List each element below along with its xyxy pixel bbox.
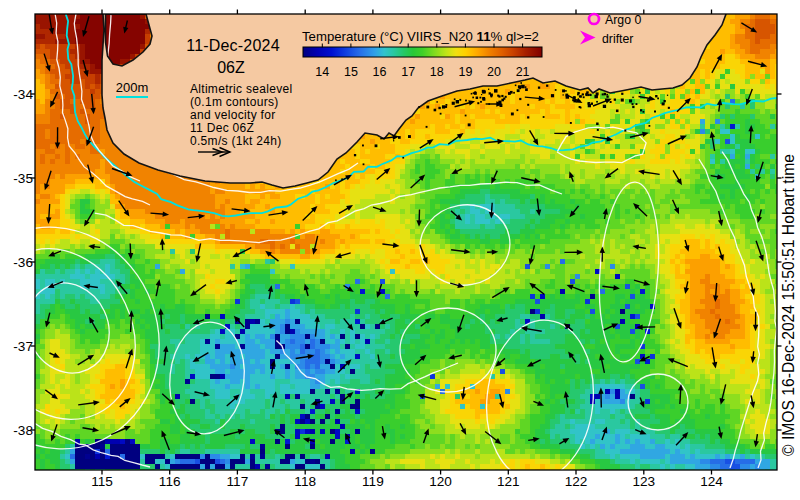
svg-text:122: 122 bbox=[565, 474, 588, 489]
svg-text:Altimetric sealevel: Altimetric sealevel bbox=[190, 82, 292, 96]
svg-text:118: 118 bbox=[294, 474, 316, 489]
svg-text:20: 20 bbox=[487, 65, 501, 79]
svg-text:© IMOS 16-Dec-2024 15:50:51 Ho: © IMOS 16-Dec-2024 15:50:51 Hobart time bbox=[780, 154, 797, 456]
svg-text:11 Dec 06Z: 11 Dec 06Z bbox=[190, 121, 254, 135]
svg-text:115: 115 bbox=[91, 474, 113, 489]
svg-text:and velocity for: and velocity for bbox=[190, 108, 276, 122]
svg-text:121: 121 bbox=[497, 474, 520, 489]
svg-text:06Z: 06Z bbox=[217, 59, 245, 76]
svg-text:Argo 0: Argo 0 bbox=[605, 13, 641, 27]
svg-text:11-Dec-2024: 11-Dec-2024 bbox=[186, 37, 280, 54]
svg-text:-38: -38 bbox=[13, 423, 33, 438]
svg-text:123: 123 bbox=[632, 474, 655, 489]
svg-text:21: 21 bbox=[516, 65, 530, 79]
svg-text:16: 16 bbox=[373, 65, 387, 79]
svg-text:15: 15 bbox=[344, 65, 358, 79]
svg-text:119: 119 bbox=[362, 474, 384, 489]
svg-text:18: 18 bbox=[430, 65, 444, 79]
svg-text:17: 17 bbox=[401, 65, 415, 79]
svg-text:0.5m/s (1kt 24h): 0.5m/s (1kt 24h) bbox=[190, 134, 282, 148]
svg-text:124: 124 bbox=[700, 474, 723, 489]
svg-text:-34: -34 bbox=[13, 87, 33, 102]
svg-text:(0.1m contours): (0.1m contours) bbox=[190, 95, 279, 109]
svg-text:Temperature (°C) VIIRS_N20 11%: Temperature (°C) VIIRS_N20 11% ql>=2 bbox=[302, 29, 539, 44]
svg-text:-35: -35 bbox=[13, 171, 33, 186]
svg-text:120: 120 bbox=[429, 474, 452, 489]
svg-text:14: 14 bbox=[315, 65, 329, 79]
svg-text:drifter: drifter bbox=[602, 32, 633, 46]
svg-text:-37: -37 bbox=[13, 339, 33, 354]
svg-text:116: 116 bbox=[159, 474, 181, 489]
svg-text:-36: -36 bbox=[13, 255, 33, 270]
svg-text:200m: 200m bbox=[116, 80, 149, 95]
svg-text:19: 19 bbox=[458, 65, 472, 79]
svg-text:117: 117 bbox=[227, 474, 249, 489]
